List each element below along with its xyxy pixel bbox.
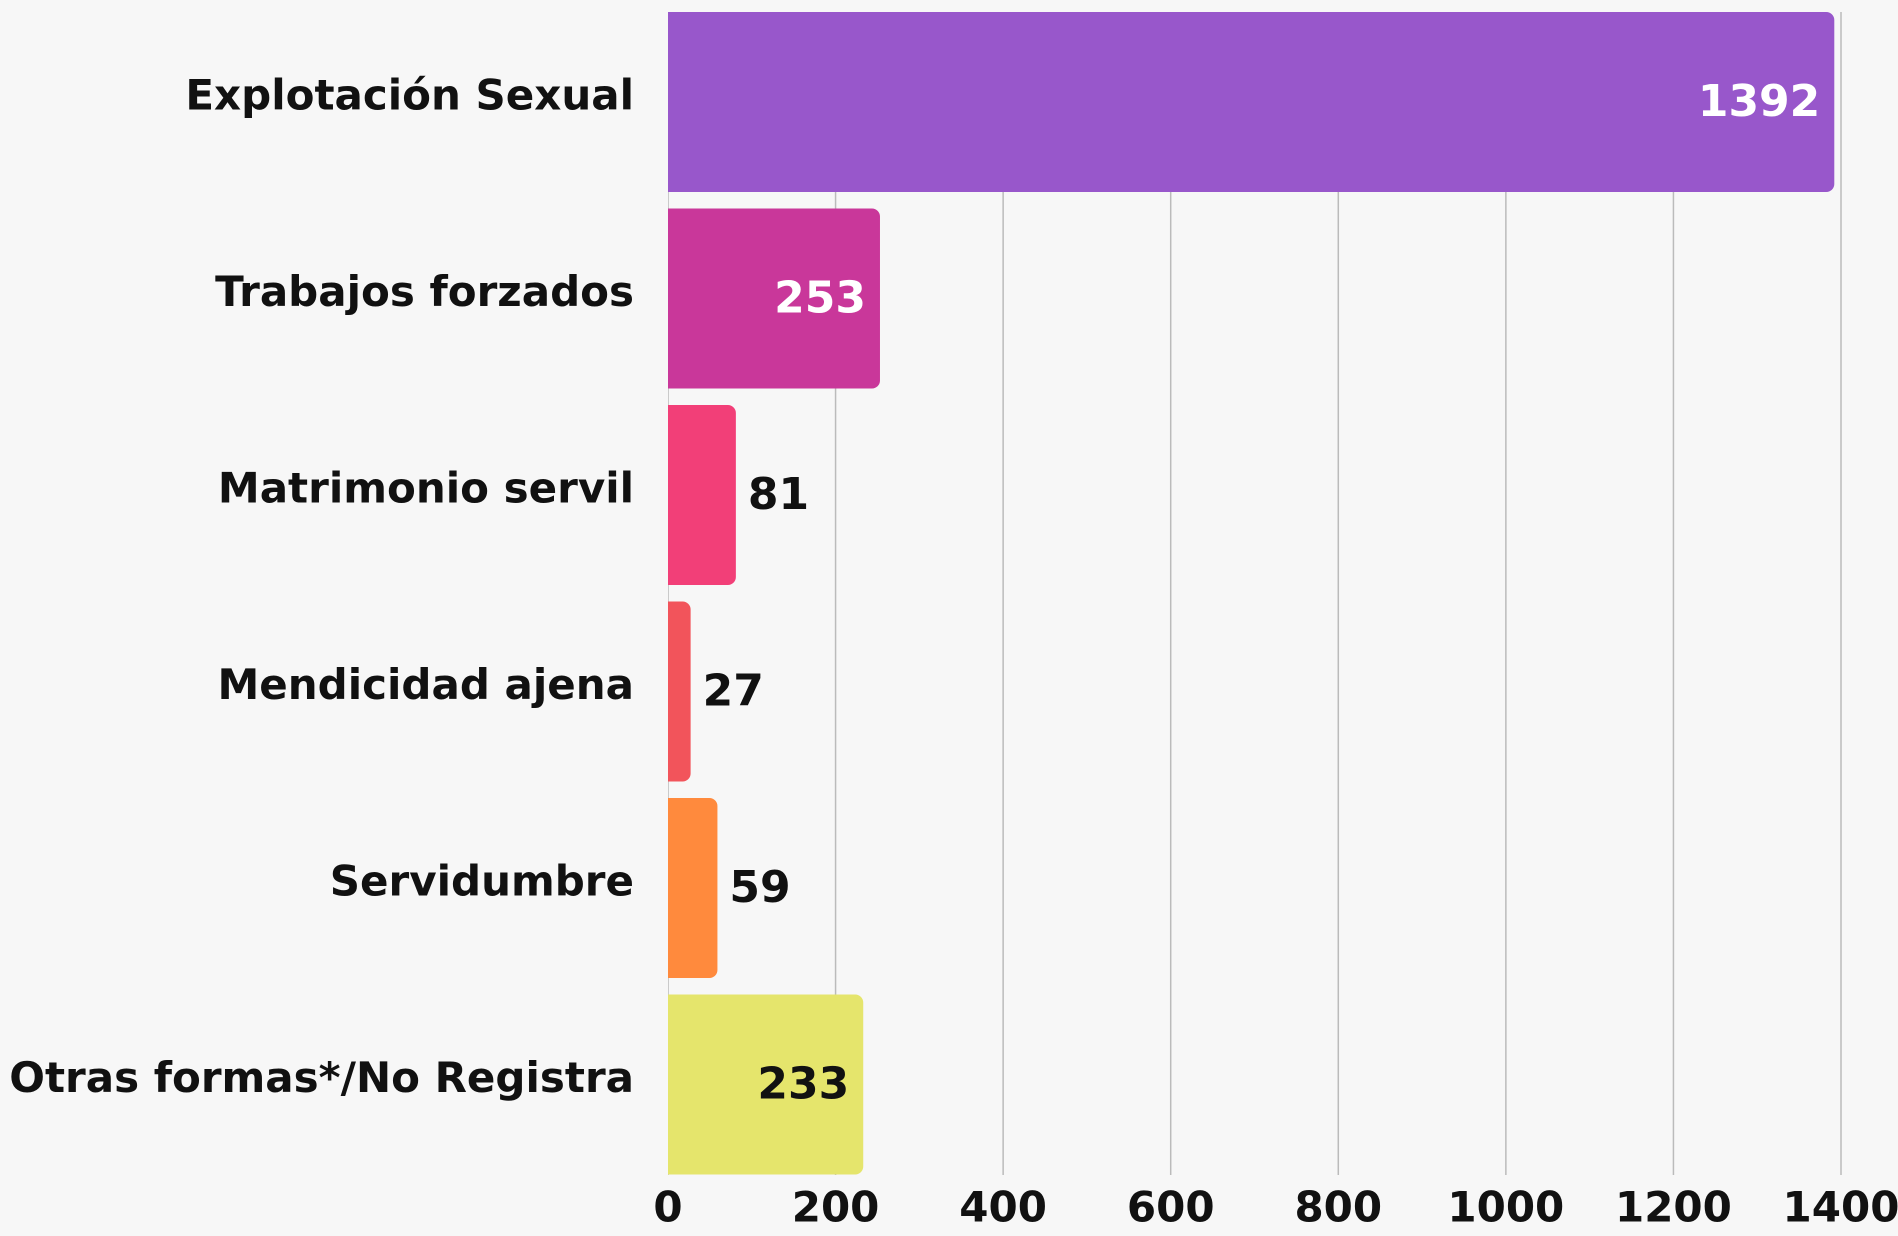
x-tick-label: 1200 [1615, 1183, 1732, 1232]
category-label: Explotación Sexual [185, 71, 634, 120]
value-label: 59 [729, 862, 790, 913]
left-mask [658, 0, 668, 1175]
value-label: 233 [757, 1059, 849, 1110]
category-label: Mendicidad ajena [218, 660, 635, 709]
value-label: 27 [703, 666, 764, 717]
value-label: 1392 [1698, 76, 1820, 127]
bar [660, 12, 1835, 192]
x-tick-label: 0 [653, 1183, 682, 1232]
category-label: Servidumbre [330, 857, 634, 906]
bar [660, 405, 736, 585]
bar-left-edge [668, 798, 678, 978]
x-tick-label: 800 [1294, 1183, 1382, 1232]
bar [660, 994, 864, 1175]
value-label: 81 [748, 469, 809, 520]
bar-left-edge [668, 601, 678, 782]
x-tick-label: 400 [959, 1183, 1047, 1232]
x-tick-label: 200 [792, 1183, 880, 1232]
bar-left-edge [668, 405, 678, 585]
bar-left-edge [668, 12, 678, 192]
x-tick-label: 1400 [1783, 1183, 1898, 1232]
bar-left-edge [668, 208, 678, 389]
category-label: Matrimonio servil [218, 464, 634, 513]
value-label: 253 [774, 273, 866, 324]
category-label: Trabajos forzados [215, 267, 634, 316]
x-tick-label: 1000 [1447, 1183, 1564, 1232]
bar-left-edge [668, 994, 678, 1175]
bar [660, 208, 880, 389]
category-label: Otras formas*/No Registra [9, 1053, 634, 1102]
x-tick-label: 600 [1127, 1183, 1215, 1232]
